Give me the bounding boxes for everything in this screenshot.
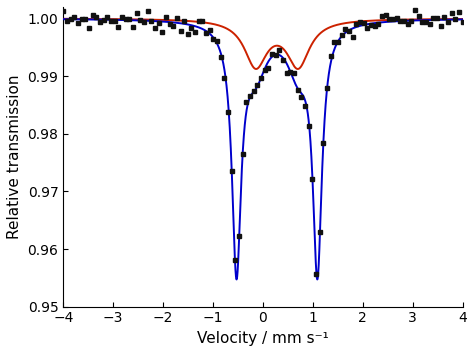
X-axis label: Velocity / mm s⁻¹: Velocity / mm s⁻¹ [197,331,329,346]
Y-axis label: Relative transmission: Relative transmission [7,74,22,239]
